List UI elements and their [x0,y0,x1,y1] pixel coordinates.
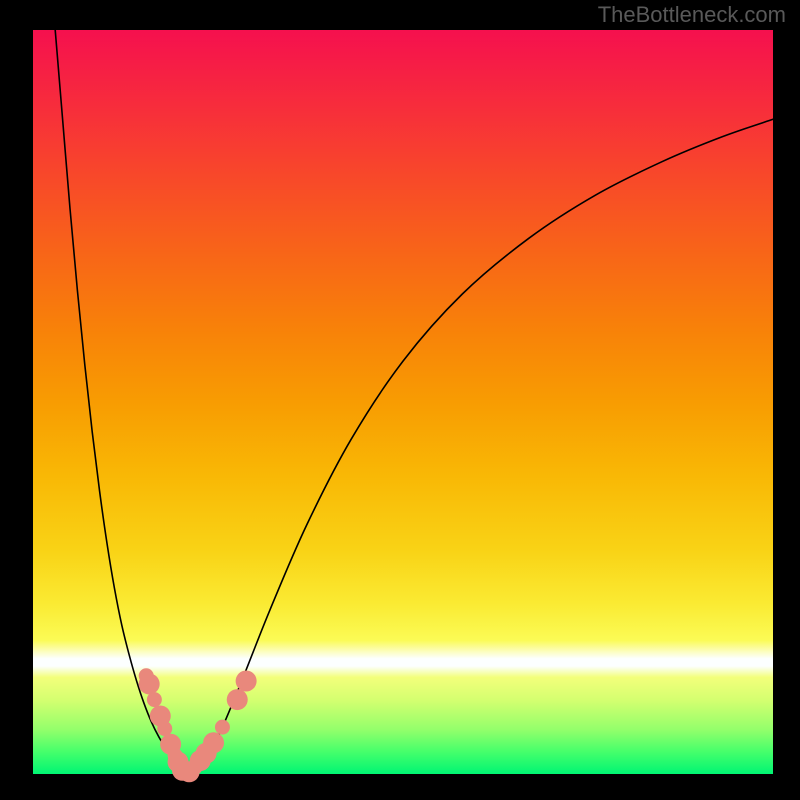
marker-dot [215,720,230,735]
marker-dot [236,671,257,692]
bottleneck-chart [0,0,800,800]
marker-dot [227,689,248,710]
watermark-text: TheBottleneck.com [598,2,786,28]
marker-dot [147,692,162,707]
plot-background [33,30,773,774]
marker-dot [203,732,224,753]
marker-dot [139,673,160,694]
